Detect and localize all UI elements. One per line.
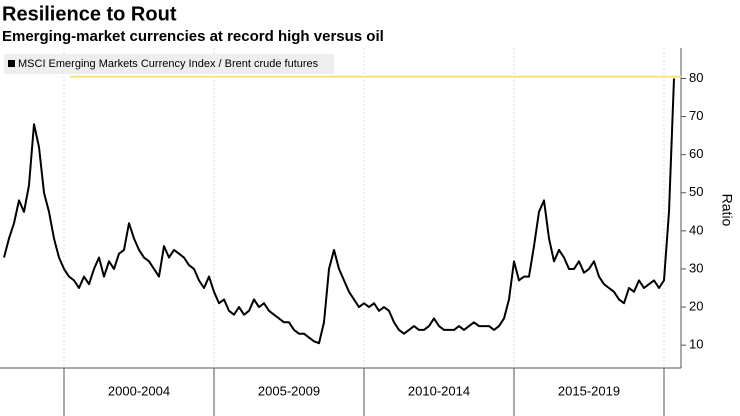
y-tick-label: 10 [689,337,703,352]
legend-swatch [8,60,15,67]
y-tick-label: 20 [689,298,703,313]
y-tick-label: 40 [689,222,703,237]
chart-title: Resilience to Rout [2,3,177,25]
y-tick-label: 60 [689,146,703,161]
legend-label: MSCI Emerging Markets Currency Index / B… [18,58,319,70]
data-line [3,78,675,345]
y-axis-label: Ratio [719,194,735,227]
legend-box [4,54,334,74]
x-tick-label: 2000-2004 [108,383,170,398]
x-tick-label: 2005-2009 [258,383,320,398]
legend: MSCI Emerging Markets Currency Index / B… [4,54,334,74]
x-tick-label: 2015-2019 [558,383,620,398]
y-tick-label: 70 [689,108,703,123]
chart-subtitle: Emerging-market currencies at record hig… [2,28,384,45]
y-tick-label: 30 [689,260,703,275]
y-tick-label: 80 [689,70,703,85]
y-tick-label: 50 [689,184,703,199]
x-tick-label: 2010-2014 [408,383,470,398]
